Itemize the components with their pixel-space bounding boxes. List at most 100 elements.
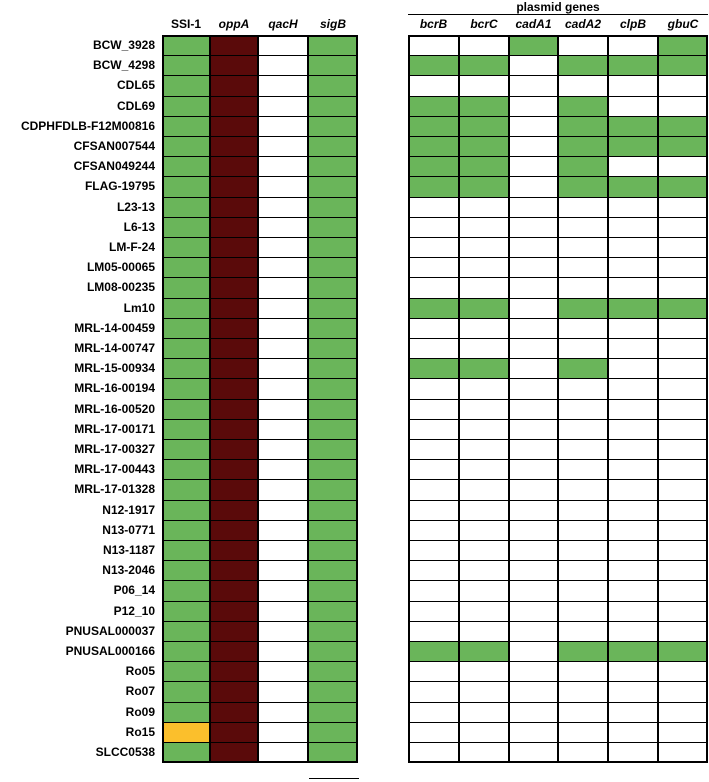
row-label: MRL-17-00327: [74, 442, 155, 456]
heatmap-cell-ssi-1: [162, 439, 210, 461]
heatmap-cell-bcrb: [408, 540, 459, 562]
heatmap-cell-cada2: [558, 398, 608, 420]
heatmap-cell-sigb: [308, 35, 358, 57]
heatmap-cell-oppa: [210, 95, 258, 117]
column-header-oppa: oppA: [218, 17, 250, 31]
column-header-bcrc: bcrC: [470, 17, 498, 31]
heatmap-cell-bcrc: [459, 519, 509, 541]
heatmap-cell-bcrb: [408, 701, 459, 723]
heatmap-cell-bcrc: [459, 560, 509, 582]
heatmap-cell-cada1: [509, 196, 558, 218]
heatmap-cell-bcrb: [408, 75, 459, 97]
plasmid-genes-bracket-line: [408, 14, 708, 15]
heatmap-cell-cada2: [558, 499, 608, 521]
heatmap-cell-qach: [258, 600, 308, 622]
heatmap-cell-sigb: [308, 95, 358, 117]
heatmap-cell-sigb: [308, 681, 358, 703]
heatmap-cell-oppa: [210, 479, 258, 501]
heatmap-cell-bcrc: [459, 55, 509, 77]
heatmap-cell-qach: [258, 156, 308, 178]
heatmap-cell-cada1: [509, 398, 558, 420]
heatmap-cell-oppa: [210, 641, 258, 663]
row-label: Ro05: [125, 664, 155, 679]
column-header-cada2: cadA2: [564, 17, 602, 31]
heatmap-cell-cada1: [509, 580, 558, 602]
heatmap-cell-qach: [258, 519, 308, 541]
heatmap-cell-gbuc: [658, 418, 708, 440]
heatmap-cell-bcrb: [408, 721, 459, 743]
heatmap-cell-oppa: [210, 661, 258, 683]
heatmap-cell-bcrc: [459, 358, 509, 380]
heatmap-cell-gbuc: [658, 641, 708, 663]
heatmap-cell-qach: [258, 398, 308, 420]
heatmap-cell-cada2: [558, 540, 608, 562]
heatmap-cell-cada2: [558, 681, 608, 703]
heatmap-cell-cada1: [509, 459, 558, 481]
heatmap-cell-ssi-1: [162, 681, 210, 703]
heatmap-cell-sigb: [308, 297, 358, 319]
heatmap-cell-cada1: [509, 641, 558, 663]
heatmap-cell-bcrc: [459, 418, 509, 440]
row-label: MRL-17-00443: [74, 462, 155, 477]
heatmap-cell-bcrc: [459, 297, 509, 319]
heatmap-cell-ssi-1: [162, 721, 210, 743]
heatmap-cell-cada1: [509, 661, 558, 683]
heatmap-cell-oppa: [210, 75, 258, 97]
heatmap-cell-cada2: [558, 75, 608, 97]
row-label: SLCC0538: [95, 745, 155, 759]
heatmap-cell-bcrb: [408, 297, 459, 319]
column-header-bcrb: bcrB: [419, 17, 448, 31]
heatmap-cell-cada1: [509, 358, 558, 380]
heatmap-cell-ssi-1: [162, 600, 210, 622]
heatmap-cell-bcrc: [459, 580, 509, 602]
heatmap-cell-bcrb: [408, 317, 459, 339]
heatmap-cell-ssi-1: [162, 35, 210, 57]
heatmap-cell-cada1: [509, 277, 558, 299]
heatmap-cell-gbuc: [658, 479, 708, 501]
heatmap-cell-qach: [258, 721, 308, 743]
heatmap-cell-oppa: [210, 55, 258, 77]
heatmap-cell-gbuc: [658, 216, 708, 238]
heatmap-cell-clpb: [608, 641, 658, 663]
heatmap-cell-sigb: [308, 439, 358, 461]
heatmap-cell-sigb: [308, 620, 358, 642]
heatmap-cell-sigb: [308, 600, 358, 622]
heatmap-cell-bcrc: [459, 540, 509, 562]
heatmap-cell-sigb: [308, 560, 358, 582]
heatmap-cell-ssi-1: [162, 237, 210, 259]
heatmap-cell-ssi-1: [162, 156, 210, 178]
heatmap-cell-oppa: [210, 196, 258, 218]
heatmap-cell-ssi-1: [162, 136, 210, 158]
row-label: BCW_3928: [92, 38, 155, 52]
heatmap-cell-bcrc: [459, 620, 509, 642]
heatmap-cell-cada2: [558, 479, 608, 501]
heatmap-cell-ssi-1: [162, 196, 210, 218]
heatmap-cell-cada1: [509, 519, 558, 541]
heatmap-cell-oppa: [210, 439, 258, 461]
heatmap-cell-clpb: [608, 540, 658, 562]
heatmap-cell-gbuc: [658, 338, 708, 360]
heatmap-cell-sigb: [308, 721, 358, 743]
heatmap-cell-ssi-1: [162, 519, 210, 541]
heatmap-cell-bcrb: [408, 196, 459, 218]
heatmap-cell-sigb: [308, 156, 358, 178]
heatmap-cell-bcrc: [459, 398, 509, 420]
heatmap-cell-qach: [258, 216, 308, 238]
heatmap-cell-sigb: [308, 75, 358, 97]
heatmap-cell-bcrc: [459, 216, 509, 238]
heatmap-cell-sigb: [308, 317, 358, 339]
heatmap-cell-bcrc: [459, 35, 509, 57]
heatmap-cell-bcrb: [408, 742, 459, 764]
heatmap-cell-gbuc: [658, 439, 708, 461]
heatmap-cell-qach: [258, 196, 308, 218]
heatmap-cell-bcrc: [459, 338, 509, 360]
row-label: PNUSAL000166: [65, 644, 155, 658]
heatmap-cell-cada2: [558, 136, 608, 158]
heatmap-cell-oppa: [210, 742, 258, 764]
heatmap-cell-ssi-1: [162, 499, 210, 521]
heatmap-cell-bcrc: [459, 742, 509, 764]
heatmap-cell-bcrb: [408, 257, 459, 279]
heatmap-cell-cada1: [509, 216, 558, 238]
heatmap-cell-cada1: [509, 540, 558, 562]
